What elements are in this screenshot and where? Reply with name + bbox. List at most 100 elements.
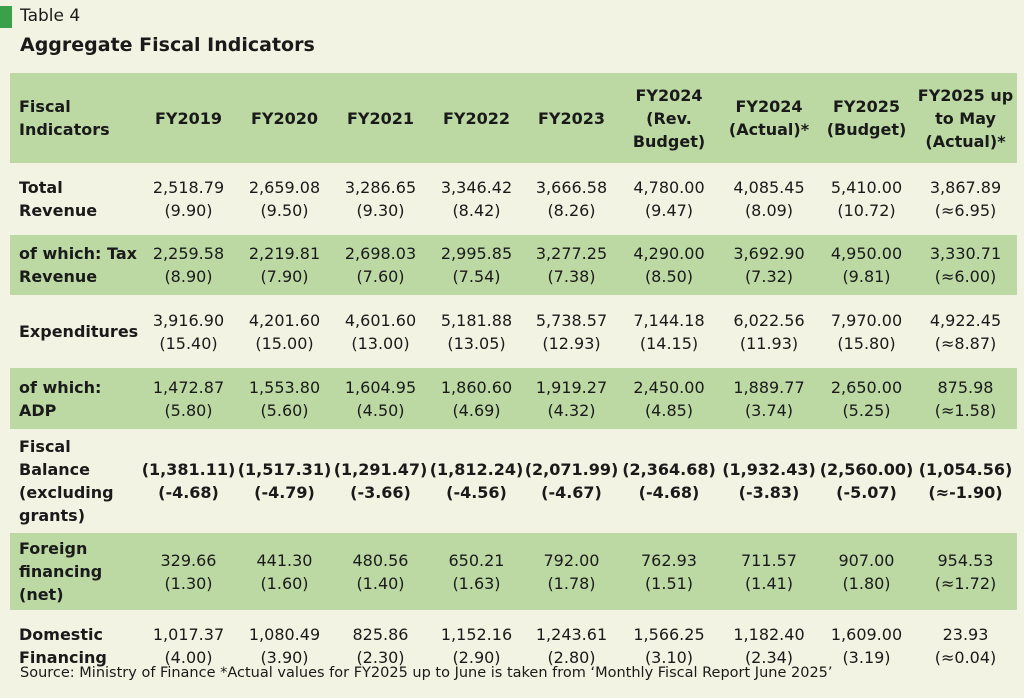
row-label: of which: Tax Revenue <box>10 235 140 295</box>
header-cell: FY2022 <box>429 73 524 163</box>
table-title: Aggregate Fiscal Indicators <box>20 34 315 56</box>
amount-value: 711.57 <box>741 550 797 570</box>
amount-value: 2,518.79 <box>152 178 225 197</box>
amount-value: 2,995.85 <box>440 244 513 263</box>
value-cell: 441.30 (1.60) <box>237 533 332 610</box>
amount-value: 2,219.81 <box>248 244 321 263</box>
gdp-share-value: (11.93) <box>739 333 799 353</box>
gdp-share-value: (9.47) <box>644 201 694 220</box>
header-cell: FY2020 <box>237 73 332 163</box>
amount-value: 4,780.00 <box>633 178 705 197</box>
separator-cell <box>10 229 1017 235</box>
gdp-share-value: (-5.07) <box>836 483 897 502</box>
gdp-share-value: (1.41) <box>744 573 794 593</box>
gdp-share-value: (≈6.95) <box>934 201 997 220</box>
gdp-share-value: (4.50) <box>356 400 405 420</box>
amount-value: 954.53 <box>937 550 994 570</box>
value-cell: 23.93 (≈0.04) <box>914 616 1017 676</box>
amount-value: 1,472.87 <box>152 377 225 397</box>
value-cell: 954.53 (≈1.72) <box>914 533 1017 610</box>
amount-value: 1,182.40 <box>733 625 805 644</box>
gdp-share-value: (2.80) <box>547 648 596 667</box>
amount-value: (2,364.68) <box>622 460 716 479</box>
amount-value: 7,144.18 <box>633 310 705 330</box>
amount-value: (1,932.43) <box>722 460 816 479</box>
value-cell: 1,860.60 (4.69) <box>429 368 524 429</box>
amount-value: 3,277.25 <box>535 244 608 263</box>
gdp-share-value: (8.90) <box>164 267 213 286</box>
value-cell: 4,950.00 (9.81) <box>819 235 914 295</box>
value-cell: (2,560.00) (-5.07) <box>819 435 914 527</box>
value-cell: 3,666.58 (8.26) <box>524 169 619 229</box>
value-cell: 2,659.08 (9.50) <box>237 169 332 229</box>
value-cell: 2,219.81 (7.90) <box>237 235 332 295</box>
gdp-share-value: (1.80) <box>842 573 891 593</box>
header-cell: Fiscal Indicators <box>10 73 140 163</box>
value-cell: 4,780.00 (9.47) <box>619 169 719 229</box>
header-cell: FY2024 (Actual)* <box>719 73 819 163</box>
amount-value: (2,560.00) <box>819 460 914 479</box>
amount-value: 1,604.95 <box>344 377 417 397</box>
gdp-share-value: (7.54) <box>452 267 501 286</box>
header-cell: FY2024 (Rev. Budget) <box>619 73 719 163</box>
separator-cell <box>10 295 1017 301</box>
value-cell: 4,201.60 (15.00) <box>237 301 332 362</box>
amount-value: 4,201.60 <box>248 310 321 330</box>
amount-value: 4,950.00 <box>830 244 903 263</box>
gdp-share-value: (-3.66) <box>350 483 411 502</box>
gdp-share-value: (4.32) <box>547 400 596 420</box>
separator-cell <box>10 527 1017 533</box>
value-cell: 4,290.00 (8.50) <box>619 235 719 295</box>
value-cell: 5,181.88 (13.05) <box>429 301 524 362</box>
amount-value: 329.66 <box>160 550 217 570</box>
row-separator <box>10 429 1017 435</box>
separator-cell <box>10 610 1017 616</box>
value-cell: 3,286.65 (9.30) <box>332 169 429 229</box>
gdp-share-value: (5.80) <box>164 400 213 420</box>
table-row: of which: Tax Revenue 2,259.58 (8.90) 2,219… <box>10 235 1017 295</box>
gdp-share-value: (-4.79) <box>254 483 315 502</box>
amount-value: 6,022.56 <box>733 310 805 330</box>
header-cell: FY2023 <box>524 73 619 163</box>
value-cell: 2,450.00 (4.85) <box>619 368 719 429</box>
amount-value: 1,860.60 <box>440 377 513 397</box>
amount-value: 3,666.58 <box>535 178 608 197</box>
amount-value: 1,080.49 <box>248 625 321 644</box>
gdp-share-value: (9.30) <box>356 201 405 220</box>
section-marker <box>0 6 12 28</box>
value-cell: 762.93 (1.51) <box>619 533 719 610</box>
amount-value: 441.30 <box>256 550 313 570</box>
value-cell: 1,182.40 (2.34) <box>719 616 819 676</box>
gdp-share-value: (1.30) <box>164 573 213 593</box>
gdp-share-value: (13.00) <box>351 333 410 353</box>
amount-value: 7,970.00 <box>830 310 903 330</box>
amount-value: 5,181.88 <box>440 310 513 330</box>
gdp-share-value: (4.85) <box>644 400 694 420</box>
amount-value: 907.00 <box>838 550 895 570</box>
gdp-share-value: (10.72) <box>837 201 896 220</box>
amount-value: 2,659.08 <box>248 178 321 197</box>
table-row: Fiscal Balance (excluding grants) (1,381.… <box>10 435 1017 527</box>
source-note: Source: Ministry of Finance *Actual valu… <box>20 665 833 681</box>
amount-value: 650.21 <box>448 550 505 570</box>
row-separator <box>10 610 1017 616</box>
gdp-share-value: (-4.56) <box>446 483 507 502</box>
value-cell: 329.66 (1.30) <box>140 533 237 610</box>
table-number-label: Table 4 <box>20 6 81 26</box>
amount-value: (1,517.31) <box>237 460 332 479</box>
value-cell: 3,330.71 (≈6.00) <box>914 235 1017 295</box>
row-label: Foreign financing (net) <box>10 533 140 610</box>
gdp-share-value: (3.19) <box>842 648 891 667</box>
gdp-share-value: (≈0.04) <box>934 648 997 667</box>
amount-value: 3,346.42 <box>440 178 513 197</box>
amount-value: 4,601.60 <box>344 310 417 330</box>
amount-value: 3,867.89 <box>929 178 1002 197</box>
value-cell: 5,738.57 (12.93) <box>524 301 619 362</box>
gdp-share-value: (1.51) <box>644 573 694 593</box>
amount-value: 23.93 <box>942 625 989 644</box>
value-cell: 1,472.87 (5.80) <box>140 368 237 429</box>
value-cell: 3,692.90 (7.32) <box>719 235 819 295</box>
gdp-share-value: (12.93) <box>542 333 601 353</box>
table-row: Domestic Financing 1,017.37 (4.00) 1,080.49… <box>10 616 1017 676</box>
gdp-share-value: (≈8.87) <box>934 333 997 353</box>
